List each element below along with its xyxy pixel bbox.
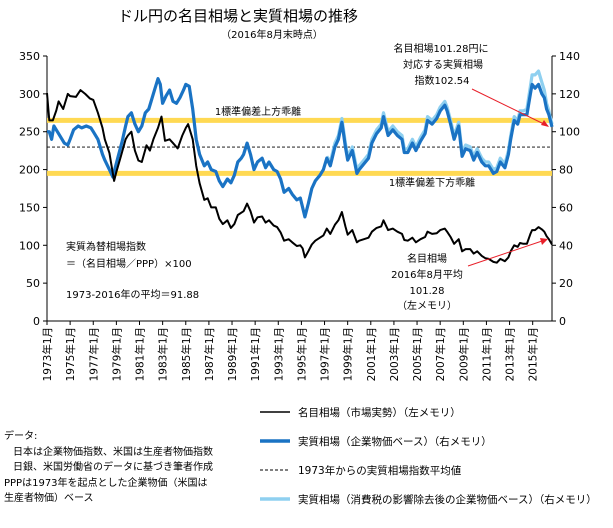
x-tick-label: 2011年1月: [480, 327, 493, 381]
data-note-line: データ:: [4, 429, 37, 442]
annotation-line: 対応する実質相場: [403, 58, 483, 71]
left-tick-label: 300: [19, 88, 40, 101]
x-tick-label: 1981年1月: [134, 327, 147, 381]
annotation-line: 101.28: [410, 286, 445, 297]
x-tick-label: 1993年1月: [272, 327, 285, 381]
x-tick-label: 1985年1月: [180, 327, 193, 381]
data-note-line: 日銀、米国労働省のデータに基づき筆者作成: [13, 460, 213, 473]
real-rate-line: [47, 77, 554, 219]
x-tick-label: 2005年1月: [411, 327, 424, 381]
legend-label-real-taxadj: 実質相場（消費税の影響除去後の企業物価ベース）（右メモリ）: [298, 493, 597, 506]
annotation-top-right: 名目相場101.28円に 対応する実質相場 指数102.54: [394, 42, 549, 127]
annotation-line: 名目相場101.28円に: [394, 42, 489, 55]
right-tick-label: 60: [559, 201, 573, 214]
left-tick-label: 350: [19, 50, 40, 63]
x-tick-label: 1995年1月: [295, 327, 308, 381]
x-tick-label: 2015年1月: [527, 327, 540, 381]
x-tick-label: 1997年1月: [319, 327, 332, 381]
data-note-line: 生産者物価）ベース: [4, 491, 94, 504]
right-tick-label: 0: [559, 315, 566, 328]
right-tick-label: 20: [559, 277, 573, 290]
lower-band-label: 1標準偏差下方乖離: [389, 176, 475, 189]
annotation-left-block: 実質為替相場指数 ＝（名目相場／PPP）×100 1973-2016年の平均＝9…: [66, 240, 199, 301]
x-tick-label: 1983年1月: [157, 327, 170, 381]
data-note-line: PPPは1973年を起点とした企業物価（米国は: [4, 476, 208, 489]
data-note: データ: 日本は企業物価指数、米国は生産者物価指数 日銀、米国労働省のデータに基…: [4, 429, 213, 504]
data-note-line: 日本は企業物価指数、米国は生産者物価指数: [13, 445, 213, 458]
x-tick-label: 2013年1月: [504, 327, 517, 381]
annotation-line: 名目相場: [407, 252, 447, 265]
upper-band-label: 1標準偏差上方乖離: [215, 105, 301, 118]
left-tick-label: 200: [19, 164, 40, 177]
left-tick-label: 250: [19, 126, 40, 139]
right-tick-label: 120: [559, 88, 580, 101]
chart-subtitle: （2016年8月末時点）: [221, 28, 323, 41]
right-tick-label: 80: [559, 164, 573, 177]
annotation-line: 指数102.54: [415, 74, 470, 87]
annotation-arrow-nominal: [467, 239, 546, 267]
annotation-line: （左メモリ）: [397, 299, 457, 312]
nominal-rate-line: [46, 89, 553, 264]
legend-label-average: 1973年からの実質相場指数平均値: [298, 464, 462, 477]
legend-label-nominal: 名目相場（市場実勢）（左メモリ）: [298, 406, 461, 419]
annotation-arrowhead-top: [541, 120, 549, 127]
x-tick-label: 1989年1月: [226, 327, 239, 381]
series-group: [46, 69, 554, 264]
x-tick-label: 1999年1月: [342, 327, 355, 381]
x-tick-label: 2001年1月: [365, 327, 378, 381]
left-tick-label: 100: [19, 239, 40, 252]
right-tick-labels: 0 20 40 60 80 100 120 140: [552, 50, 580, 328]
legend: 名目相場（市場実勢）（左メモリ） 実質相場（企業物価ベース）（右メモリ） 197…: [260, 406, 597, 506]
annotation-average: 1973-2016年の平均＝91.88: [66, 288, 199, 301]
annotation-nominal-avg: 名目相場 2016年8月平均 101.28 （左メモリ）: [391, 238, 548, 312]
x-tick-label: 2003年1月: [388, 327, 401, 381]
x-tick-label: 1991年1月: [249, 327, 262, 381]
annotation-arrow-top: [471, 88, 549, 127]
x-tick-label: 1973年1月: [41, 327, 54, 381]
legend-label-real: 実質相場（企業物価ベース）（右メモリ）: [298, 435, 492, 448]
annotation-line: 実質為替相場指数: [66, 240, 146, 253]
annotation-line: ＝（名目相場／PPP）×100: [66, 257, 192, 270]
left-tick-label: 50: [26, 277, 40, 290]
left-tick-label: 0: [33, 315, 40, 328]
right-tick-label: 140: [559, 50, 580, 63]
chart-title: ドル円の名目相場と実質相場の推移: [118, 7, 358, 25]
right-tick-label: 40: [559, 239, 573, 252]
left-tick-labels: 0 50 100 150 200 250 300 350: [19, 50, 47, 328]
x-tick-label: 1977年1月: [87, 327, 100, 381]
left-tick-label: 150: [19, 201, 40, 214]
annotation-arrowhead-nominal: [540, 238, 548, 245]
x-tick-label: 1987年1月: [203, 327, 216, 381]
x-tick-label: 1979年1月: [110, 327, 123, 381]
right-tick-label: 100: [559, 126, 580, 139]
axes: [46, 56, 553, 322]
annotation-line: 2016年8月平均: [391, 268, 463, 281]
x-tick-label: 1975年1月: [64, 327, 77, 381]
x-ticks: 1973年1月 1975年1月 1977年1月 1979年1月 1981年1月 1983年…: [41, 321, 540, 381]
x-tick-label: 2009年1月: [457, 327, 470, 381]
x-tick-label: 2007年1月: [434, 327, 447, 381]
